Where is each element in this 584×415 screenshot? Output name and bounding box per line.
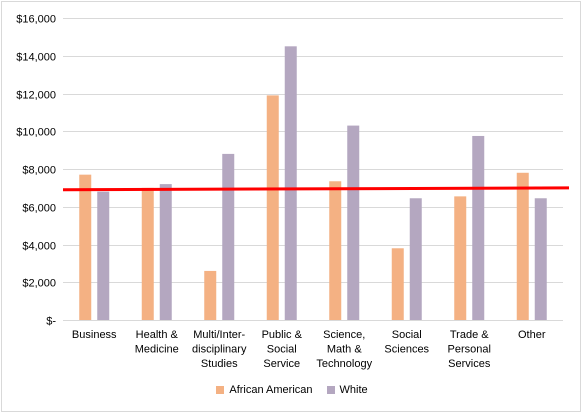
legend-swatch-white (326, 386, 335, 394)
y-tick-label: $16,000 (16, 14, 56, 26)
bar (284, 46, 297, 320)
bar (347, 125, 360, 321)
bar (454, 196, 467, 320)
legend-entry-african-american: African American (216, 384, 313, 396)
bar (266, 95, 279, 320)
bar (97, 191, 110, 320)
legend-label-african-american: African American (229, 384, 313, 396)
bar (329, 181, 342, 320)
x-tick-label: Health & Medicine (135, 329, 179, 356)
bar (222, 153, 235, 320)
x-tick-label: Multi/Inter-disciplinary Studies (192, 329, 247, 370)
y-tick-label: $14,000 (16, 52, 56, 64)
bar (409, 198, 422, 320)
y-tick-label: $8,000 (22, 165, 56, 177)
x-tick-label: Science, Math & Technology (316, 329, 372, 370)
bar (141, 187, 154, 320)
legend-swatch-african-american (216, 386, 225, 394)
y-tick-label: $10,000 (16, 127, 56, 139)
y-tick-label: $2,000 (22, 278, 56, 290)
y-tick-label: $6,000 (22, 203, 56, 215)
y-tick-label: $- (46, 316, 56, 328)
x-tick-label: Trade & Personal Services (448, 329, 491, 370)
bar (79, 174, 92, 320)
x-tick-label: Business (72, 329, 117, 341)
legend: African American White (0, 382, 584, 398)
bar (472, 135, 485, 320)
x-tick-label: Social Sciences (384, 329, 429, 356)
legend-label-white: White (339, 384, 368, 396)
bar (159, 184, 172, 320)
legend-entry-white: White (326, 384, 368, 396)
x-tick-label: Public & Social Service (262, 329, 303, 370)
x-tick-label: Other (518, 329, 546, 341)
bar (204, 270, 217, 320)
bar (534, 198, 547, 320)
y-tick-label: $12,000 (16, 90, 56, 102)
y-tick-label: $4,000 (22, 241, 56, 253)
bar (391, 248, 404, 320)
reference-line (62, 186, 570, 192)
bar (516, 172, 529, 320)
